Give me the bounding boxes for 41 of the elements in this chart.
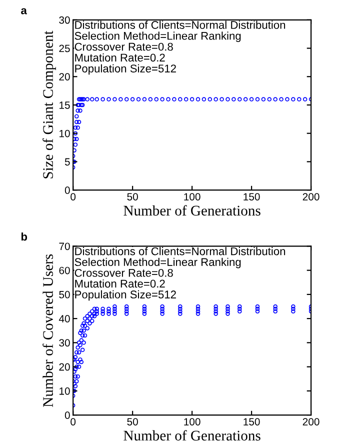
annotation: Crossover Rate=0.8 <box>74 268 173 277</box>
y-tick-label: 40 <box>58 315 70 322</box>
annotation: Mutation Rate=0.2 <box>75 279 165 288</box>
x-tick-label: 200 <box>302 418 320 426</box>
x-tick-label: 0 <box>70 193 76 200</box>
x-tick-label: 100 <box>184 418 200 426</box>
annotation: Population Size=512 <box>75 290 176 301</box>
y-tick-label: 30 <box>59 339 70 347</box>
y-axis-title: Size of Giant Component <box>42 30 56 178</box>
y-tick-label: 60 <box>59 266 70 274</box>
y-tick-label: 30 <box>59 16 70 24</box>
x-axis-title: Number of Generations <box>124 430 260 441</box>
x-tick-label: 150 <box>244 418 260 426</box>
x-tick-label: 50 <box>127 418 138 426</box>
x-tick-label: 100 <box>184 193 200 200</box>
x-tick-label: 50 <box>127 193 138 200</box>
annotation: Crossover Rate=0.8 <box>74 42 173 51</box>
text: b <box>21 232 28 241</box>
x-axis-title: Number of Generations <box>124 205 260 216</box>
annotation: Population Size=512 <box>75 64 176 75</box>
y-tick-label: 20 <box>59 73 70 80</box>
y-tick-label: 15 <box>60 102 70 109</box>
y-tick-label: 10 <box>60 387 70 395</box>
annotation: Distributions of Clients=Normal Distribution <box>75 20 286 29</box>
y-axis-title: Number of Covered Users <box>42 254 53 407</box>
x-tick-label: 200 <box>302 193 320 200</box>
annotation: Selection Method=Linear Ranking <box>74 258 241 268</box>
y-tick-label: 70 <box>59 242 70 250</box>
annotation: Selection Method=Linear Ranking <box>74 32 241 42</box>
x-tick-label: 150 <box>244 193 260 200</box>
annotation: Mutation Rate=0.2 <box>75 53 165 62</box>
y-tick-label: 5 <box>64 158 70 166</box>
x-tick-label: 0 <box>70 418 76 426</box>
y-tick-label: 25 <box>59 44 70 52</box>
annotation: Distributions of Clients=Normal Distribution <box>75 247 286 256</box>
y-tick-label: 10 <box>60 130 70 138</box>
y-tick-label: 20 <box>59 363 70 371</box>
text: a <box>21 8 27 14</box>
y-tick-label: 0 <box>64 186 70 194</box>
y-tick-label: 50 <box>59 290 70 298</box>
y-tick-label: 0 <box>64 412 70 419</box>
